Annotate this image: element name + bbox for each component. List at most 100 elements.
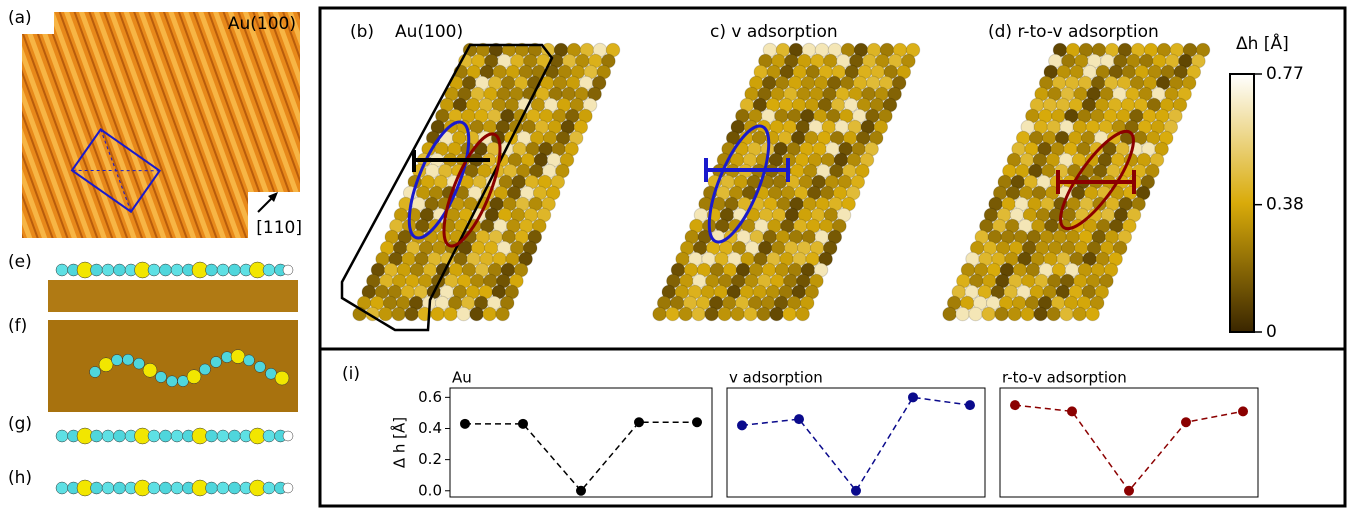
panel-title: Au(100)	[228, 14, 296, 34]
plot-area	[450, 388, 712, 497]
atom	[217, 430, 229, 442]
atom	[91, 482, 103, 494]
chart-title: v adsorption	[729, 369, 823, 387]
atom	[263, 482, 275, 494]
atom	[283, 483, 293, 493]
panel-label: (a)	[8, 8, 32, 28]
y-tick-label: 0.4	[418, 419, 442, 437]
atom	[187, 370, 201, 384]
atom	[679, 307, 693, 321]
atom	[483, 307, 497, 321]
panel-label: (g)	[8, 414, 32, 434]
atom	[995, 307, 1009, 321]
atom	[114, 264, 126, 276]
atom	[229, 264, 241, 276]
marker	[1010, 400, 1020, 410]
atom	[982, 307, 996, 321]
atom	[148, 430, 160, 442]
atom	[275, 371, 289, 385]
line	[742, 397, 970, 490]
atom	[206, 482, 218, 494]
atom	[744, 307, 758, 321]
marker	[908, 392, 918, 402]
panel-title: (d) r-to-v adsorption	[988, 22, 1159, 42]
atom	[102, 430, 114, 442]
atom	[731, 307, 745, 321]
atom	[229, 430, 241, 442]
atom	[956, 307, 970, 321]
atom	[379, 307, 393, 321]
atom	[112, 355, 123, 366]
atom	[114, 482, 126, 494]
atom	[123, 354, 134, 365]
atom	[796, 307, 810, 321]
atom	[283, 265, 293, 275]
plot-area	[727, 388, 985, 497]
atom	[200, 364, 211, 375]
marker	[794, 414, 804, 424]
stm-image	[22, 12, 300, 238]
y-tick-label: 0.6	[418, 388, 442, 406]
marker	[692, 417, 702, 427]
atom	[1034, 307, 1048, 321]
atom	[171, 482, 183, 494]
atom	[770, 307, 784, 321]
figure: (a) Au(100) [110] (e) (f) (g) (h) (b) Au…	[0, 0, 1347, 508]
atom	[943, 307, 957, 321]
atom	[102, 264, 114, 276]
atom	[392, 307, 406, 321]
marker	[518, 419, 528, 429]
panel-label: (f)	[8, 316, 27, 336]
atom	[134, 358, 145, 369]
atom	[666, 307, 680, 321]
atom	[143, 363, 157, 377]
atom	[1073, 307, 1087, 321]
line	[1015, 405, 1243, 491]
atom	[1060, 307, 1074, 321]
atom	[783, 307, 797, 321]
atom	[1086, 307, 1100, 321]
colorbar-label: Δh [Å]	[1236, 32, 1289, 54]
colorbar	[1230, 74, 1254, 332]
atom	[457, 307, 471, 321]
atom	[167, 376, 178, 387]
atom	[148, 482, 160, 494]
atom	[263, 430, 275, 442]
atom	[255, 361, 266, 372]
atom	[171, 430, 183, 442]
y-axis-label: Δ h [Å]	[390, 417, 409, 468]
atom	[160, 264, 172, 276]
atom	[206, 430, 218, 442]
colorbar-tick-label: 0.77	[1266, 64, 1304, 84]
atom	[217, 264, 229, 276]
atom	[263, 264, 275, 276]
chart-title: Au	[452, 369, 472, 387]
marker	[576, 486, 586, 496]
panel-label: (h)	[8, 468, 32, 488]
atom	[1021, 307, 1035, 321]
chart: (a) Au(100) [110] (e) (f) (g) (h) (b) Au…	[0, 0, 1347, 508]
atom	[405, 307, 419, 321]
atom	[206, 264, 218, 276]
direction-label: [110]	[256, 218, 302, 238]
panel-title: c) v adsorption	[710, 22, 838, 42]
atom	[1047, 307, 1061, 321]
panel-label: (i)	[342, 364, 360, 384]
atom	[171, 264, 183, 276]
atom	[160, 482, 172, 494]
atom	[217, 482, 229, 494]
marker	[1238, 406, 1248, 416]
atom	[231, 350, 245, 364]
atom	[90, 367, 101, 378]
y-tick-label: 0.2	[418, 450, 442, 468]
atom	[56, 264, 68, 276]
atom	[718, 307, 732, 321]
atom	[470, 307, 484, 321]
panel-label: (b)	[350, 22, 374, 42]
plot-area	[1000, 388, 1258, 497]
atom	[705, 307, 719, 321]
marker	[851, 486, 861, 496]
atom	[496, 307, 510, 321]
atom	[114, 430, 126, 442]
marker	[634, 417, 644, 427]
